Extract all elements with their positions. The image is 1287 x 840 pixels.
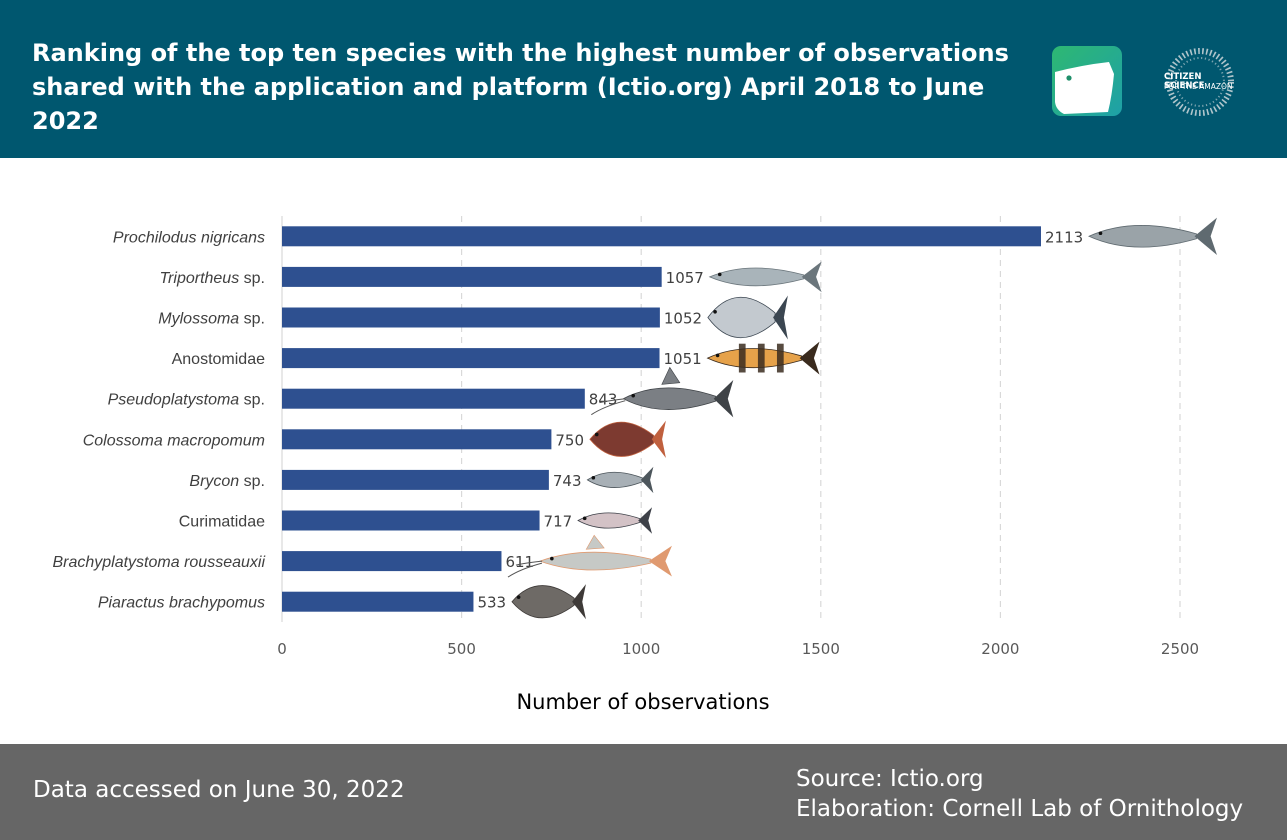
bar bbox=[282, 388, 585, 409]
value-label: 2113 bbox=[1045, 228, 1083, 246]
fish-silver-round-illustration bbox=[707, 295, 788, 340]
csa-logo-line1: CITIZEN SCIENCE bbox=[1164, 72, 1205, 91]
category-label: Colossoma macropomum bbox=[83, 432, 265, 449]
category-label: Mylossoma sp. bbox=[158, 311, 265, 328]
category-label: Anostomidae bbox=[172, 351, 265, 368]
bar bbox=[282, 348, 660, 369]
footer: Data accessed on June 30, 2022 Source: I… bbox=[0, 744, 1287, 840]
fish-illustrations bbox=[507, 217, 1217, 620]
x-tick-labels: 0 500 1000 1500 2000 2500 bbox=[277, 640, 1199, 658]
x-tick-label: 2000 bbox=[981, 640, 1019, 658]
value-label: 750 bbox=[555, 431, 584, 449]
value-label: 717 bbox=[544, 513, 573, 531]
bar bbox=[282, 226, 1041, 247]
value-label: 843 bbox=[589, 391, 618, 409]
x-tick-label: 2500 bbox=[1161, 640, 1199, 658]
bar bbox=[282, 469, 549, 490]
fish-dark-round-illustration bbox=[511, 584, 586, 620]
value-label: 533 bbox=[477, 594, 506, 612]
fish-silver-long-illustration bbox=[1088, 217, 1217, 255]
fish-silver-pink-illustration bbox=[577, 507, 653, 534]
category-label: Curimatidae bbox=[179, 514, 265, 531]
fish-orange-banded-illustration bbox=[706, 341, 820, 375]
dotted-ring-icon bbox=[1166, 48, 1234, 116]
value-label: 1052 bbox=[664, 310, 702, 328]
source-note: Source: Ictio.org bbox=[796, 766, 984, 792]
value-label: 1051 bbox=[664, 350, 702, 368]
value-label: 743 bbox=[553, 472, 582, 490]
fish-silver-slender-illustration bbox=[708, 261, 822, 293]
catfish-pale-illustration bbox=[507, 534, 672, 578]
bar bbox=[282, 510, 540, 531]
bar bbox=[282, 551, 502, 572]
x-axis-label: Number of observations bbox=[516, 690, 769, 714]
bar-chart: 2113 1057 1052 1051 843 750 743 717 611 533 Proch… bbox=[52, 216, 1217, 714]
catfish-grey-illustration bbox=[591, 366, 734, 418]
category-label: Prochilodus nigricans bbox=[113, 229, 265, 246]
elaboration-note: Elaboration: Cornell Lab of Ornithology bbox=[796, 796, 1244, 822]
csa-logo-line2: FOR THE AMAZON bbox=[1164, 82, 1233, 91]
x-tick-label: 1500 bbox=[802, 640, 840, 658]
category-labels: Prochilodus nigricans Triportheus sp. Mylo… bbox=[52, 229, 265, 611]
category-label: Pseudoplatystoma sp. bbox=[108, 392, 265, 409]
value-label: 1057 bbox=[666, 269, 704, 287]
fish-silver-small-illustration bbox=[586, 466, 654, 494]
citizen-science-amazon-logo: CITIZEN SCIENCE FOR THE AMAZON bbox=[1162, 44, 1238, 120]
value-label: 611 bbox=[505, 553, 534, 571]
bar bbox=[282, 266, 662, 287]
category-label: Brycon sp. bbox=[189, 473, 265, 490]
bar bbox=[282, 591, 474, 612]
category-label: Triportheus sp. bbox=[159, 270, 265, 287]
category-label: Brachyplatystoma rousseauxii bbox=[52, 554, 265, 571]
x-tick-label: 0 bbox=[277, 640, 287, 658]
data-accessed-note: Data accessed on June 30, 2022 bbox=[33, 777, 405, 803]
value-labels: 2113 1057 1052 1051 843 750 743 717 611 533 bbox=[477, 228, 1083, 611]
header-banner: Ranking of the top ten species with the … bbox=[0, 0, 1287, 158]
x-tick-label: 500 bbox=[447, 640, 476, 658]
bars bbox=[282, 226, 1041, 612]
fish-dark-red-illustration bbox=[589, 420, 666, 458]
bar bbox=[282, 429, 552, 450]
chart-title: Ranking of the top ten species with the … bbox=[32, 39, 1009, 135]
bar bbox=[282, 307, 660, 328]
ictio-app-icon bbox=[1052, 46, 1122, 116]
x-tick-label: 1000 bbox=[622, 640, 660, 658]
category-label: Piaractus brachypomus bbox=[98, 595, 265, 612]
